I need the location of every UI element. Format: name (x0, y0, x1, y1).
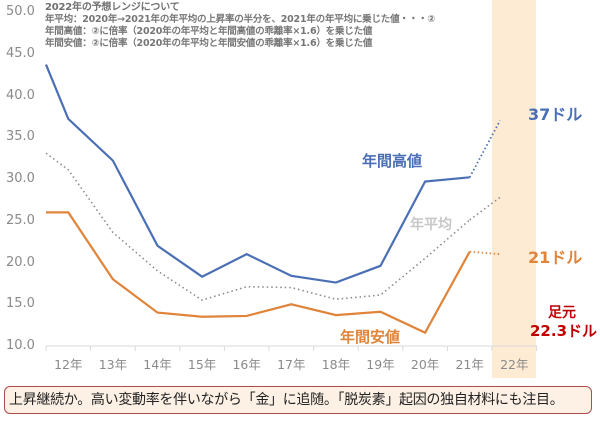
high-line (44, 64, 470, 284)
y-tick-label: 35.0 (6, 129, 35, 145)
high-forecast-label: 37ドル (528, 105, 583, 124)
x-tick-label: 19年 (366, 357, 395, 372)
low-line (46, 211, 471, 335)
avg-forecast-line (469, 196, 501, 221)
x-tick-label: 12年 (54, 357, 83, 372)
x-tick-label: 17年 (277, 357, 306, 372)
x-tick-label: 14年 (143, 357, 172, 372)
x-tick-label: 22年 (500, 357, 529, 372)
y-tick-label: 30.0 (6, 171, 35, 186)
x-tick-label: 18年 (321, 357, 351, 372)
current-price-label: 足元 (548, 305, 576, 321)
avg-line (45, 152, 471, 301)
y-tick-label: 20.0 (6, 254, 35, 270)
low-forecast-line (469, 250, 501, 256)
avg-series-label: 年平均 (410, 217, 452, 233)
summary-text: 上昇継続か。高い変動率を伴いながら「金」に追随。「脱炭素」起因の独自材料にも注目… (9, 392, 564, 408)
x-tick-label: 16年 (232, 357, 261, 372)
high-forecast-line (468, 120, 501, 178)
y-tick-label: 50.0 (6, 4, 35, 19)
forecast-highlight-band (492, 0, 536, 378)
y-tick-label: 25.0 (6, 212, 35, 228)
x-axis-ticks (45, 346, 538, 351)
y-tick-label: 10.0 (6, 338, 35, 353)
note-avg: 年平均：2020年→2021年の年平均の上昇率の半分を、2021年の年平均に乗じ… (45, 14, 436, 25)
x-tick-label: 20年 (410, 357, 440, 372)
y-tick-label: 40.0 (6, 87, 35, 103)
low-series-label: 年間安値 (340, 328, 401, 346)
high-series-label: 年間高値 (362, 152, 423, 170)
note-high: 年間高値：②に倍率（2020年の年平均と年間高値の乖離率×1.6）を乗じた値 (45, 26, 373, 37)
price-range-line-chart (44, 0, 538, 378)
summary-box: 上昇継続か。高い変動率を伴いながら「金」に追随。「脱炭素」起因の独自材料にも注目… (4, 386, 592, 414)
x-tick-label: 13年 (98, 357, 128, 372)
x-tick-label: 21年 (455, 357, 484, 372)
y-tick-label: 45.0 (6, 45, 35, 61)
current-price-value: 22.3ドル (530, 322, 598, 340)
x-tick-label: 15年 (187, 357, 217, 372)
low-forecast-label: 21ドル (528, 248, 583, 267)
note-low: 年間安値：②に倍率（2020年の年平均と年間安値の乖離率×1.6）を乗じた値 (45, 38, 373, 49)
y-tick-label: 15.0 (6, 296, 35, 312)
note-title: 2022年の予想レンジについて (45, 2, 180, 13)
